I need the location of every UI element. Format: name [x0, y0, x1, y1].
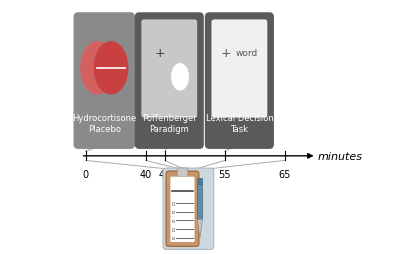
Polygon shape: [197, 219, 203, 238]
FancyBboxPatch shape: [211, 20, 267, 118]
Bar: [172, 229, 174, 231]
Text: +: +: [155, 47, 166, 60]
Bar: [172, 211, 174, 213]
Text: 45: 45: [159, 169, 171, 179]
FancyBboxPatch shape: [170, 177, 194, 242]
Text: 55: 55: [219, 169, 231, 179]
Text: minutes: minutes: [318, 151, 363, 161]
FancyBboxPatch shape: [135, 13, 204, 149]
Text: Poffenberger
Paradigm: Poffenberger Paradigm: [142, 114, 196, 133]
Ellipse shape: [81, 43, 114, 94]
Text: 65: 65: [278, 169, 291, 179]
Text: Lexical Decision
Task: Lexical Decision Task: [205, 114, 273, 133]
Bar: [172, 220, 174, 222]
Text: 40: 40: [140, 169, 152, 179]
FancyBboxPatch shape: [205, 13, 274, 149]
Bar: [172, 203, 174, 205]
FancyBboxPatch shape: [163, 168, 214, 249]
FancyBboxPatch shape: [177, 168, 188, 177]
FancyBboxPatch shape: [73, 13, 135, 149]
Text: +: +: [221, 47, 231, 60]
FancyBboxPatch shape: [166, 171, 199, 246]
Text: Hydrocortisone
Placebo: Hydrocortisone Placebo: [72, 114, 136, 133]
Bar: [197, 185, 203, 219]
Text: word: word: [235, 49, 258, 58]
Ellipse shape: [95, 43, 128, 94]
Bar: [172, 237, 174, 239]
Bar: [197, 179, 203, 185]
Ellipse shape: [172, 65, 188, 90]
Text: 0: 0: [83, 169, 89, 179]
FancyBboxPatch shape: [141, 20, 197, 118]
